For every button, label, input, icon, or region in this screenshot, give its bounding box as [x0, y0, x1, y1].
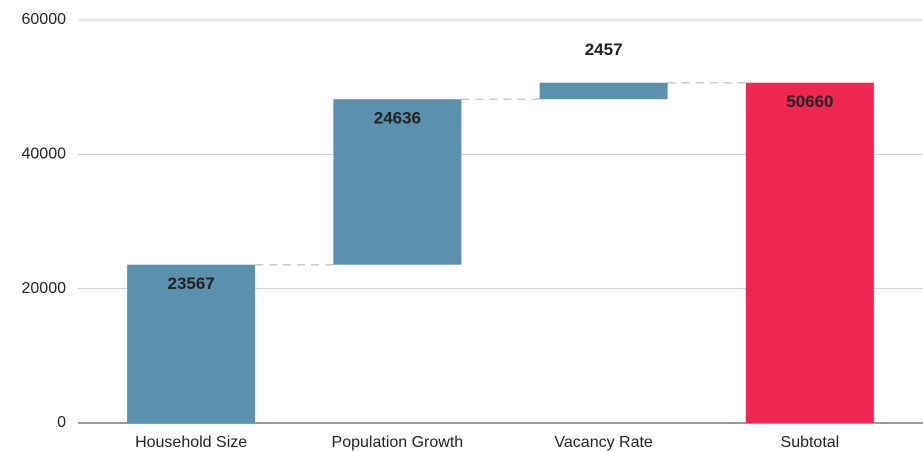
- x-tick-label: Population Growth: [332, 434, 464, 451]
- bar: [539, 82, 668, 100]
- value-label: 2457: [585, 40, 623, 59]
- y-tick-label: 20000: [22, 280, 67, 297]
- y-tick-label: 40000: [22, 146, 67, 163]
- bar: [127, 264, 256, 423]
- y-tick-label: 0: [57, 414, 66, 431]
- y-tick-label: 60000: [22, 11, 67, 28]
- x-tick-label: Vacancy Rate: [554, 434, 653, 451]
- bar: [745, 82, 874, 423]
- value-label: 50660: [786, 92, 833, 111]
- x-tick-label: Subtotal: [781, 434, 840, 451]
- bar: [333, 99, 462, 265]
- x-tick-label: Household Size: [135, 434, 247, 451]
- value-label: 23567: [167, 274, 214, 293]
- value-label: 24636: [374, 109, 421, 128]
